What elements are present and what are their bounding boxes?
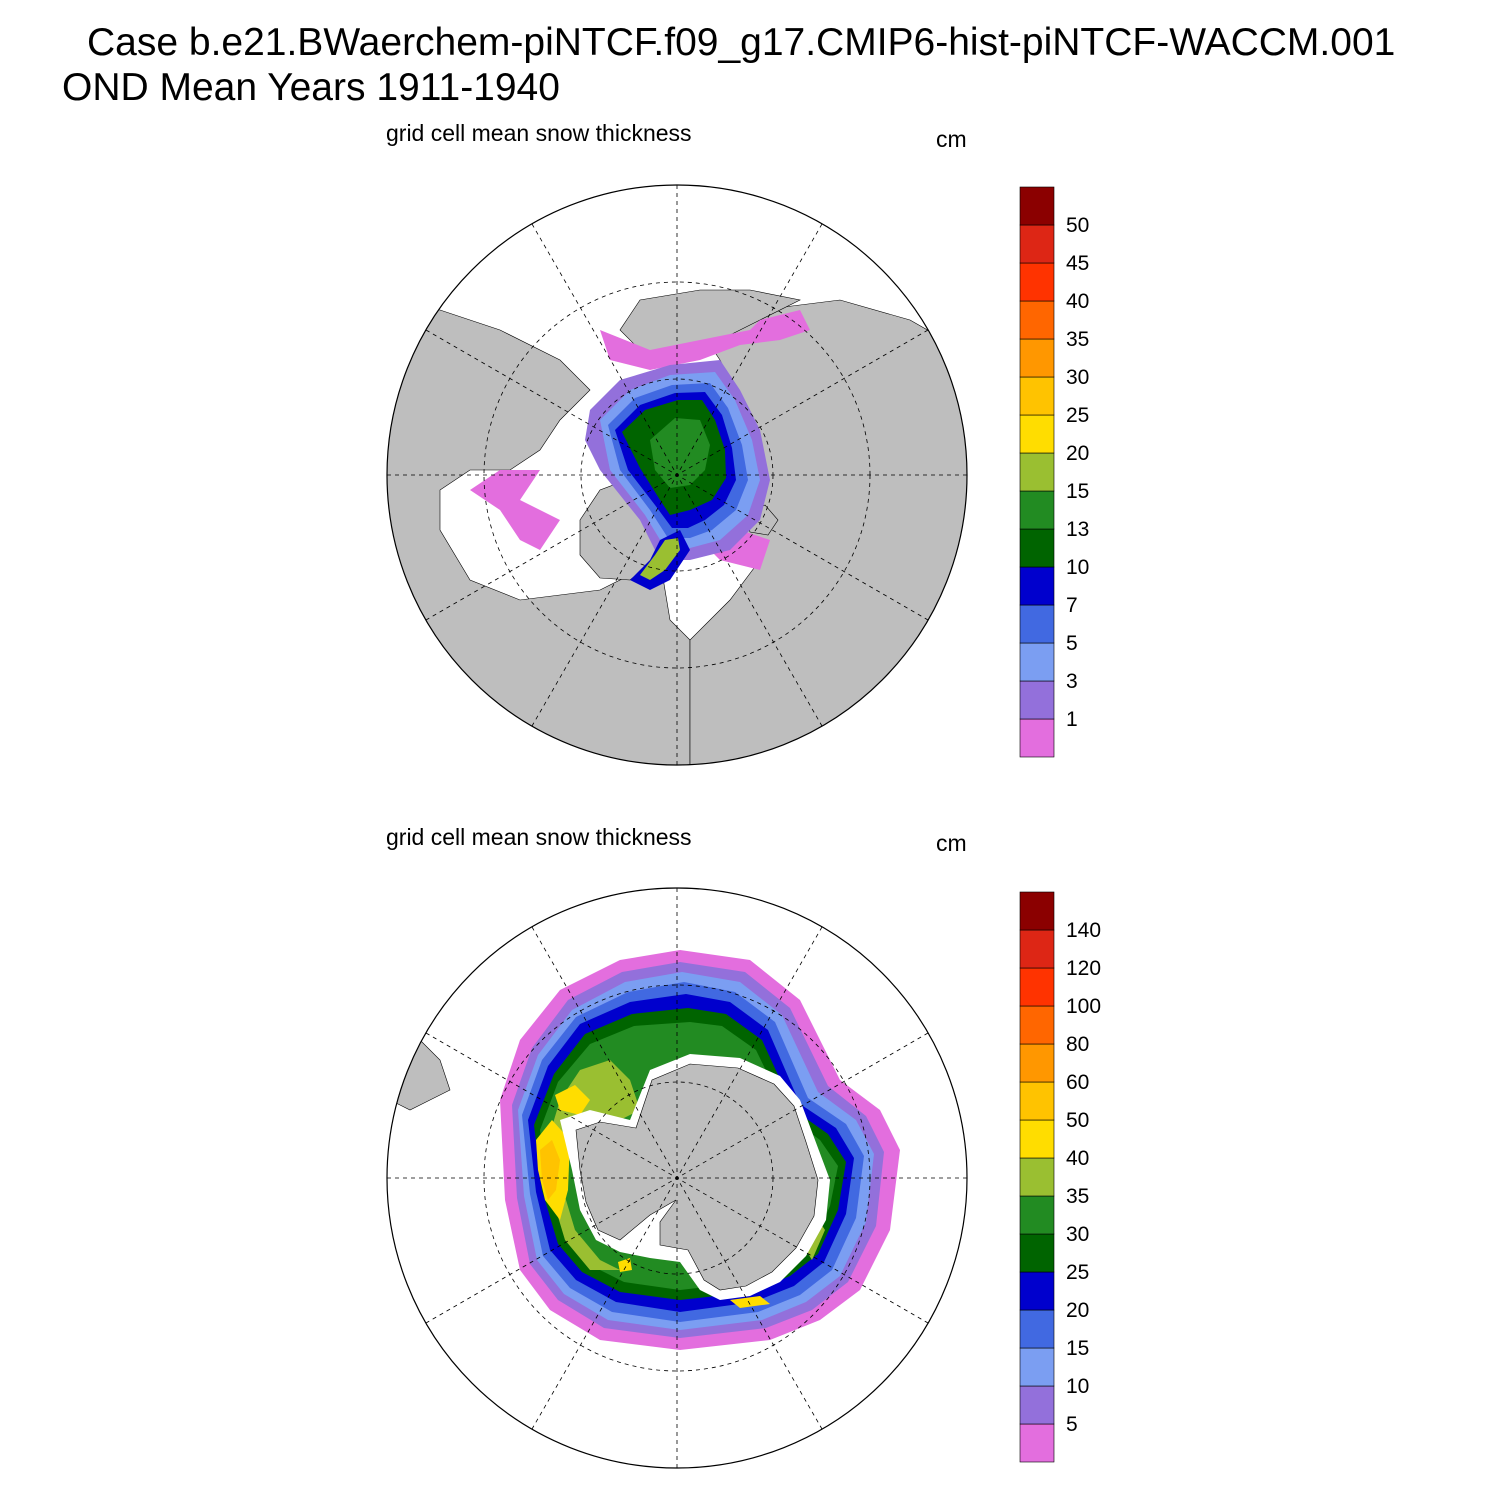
antarctic-units-label: cm — [936, 830, 967, 856]
antarctic-colorbar-label: 20 — [1066, 1299, 1089, 1322]
antarctic-colorbar-label: 5 — [1066, 1413, 1078, 1436]
arctic-colorbar-label: 50 — [1066, 214, 1089, 237]
arctic-colorbar-label: 30 — [1066, 366, 1089, 389]
arctic-colorbar-box — [1019, 186, 1055, 226]
arctic-colorbar-label: 10 — [1066, 556, 1089, 579]
antarctic-colorbar-label: 100 — [1066, 995, 1101, 1018]
arctic-colorbar-label: 35 — [1066, 328, 1089, 351]
arctic-colorbar-label: 7 — [1066, 594, 1078, 617]
antarctic-colorbar-box — [1019, 1271, 1055, 1311]
antarctic-colorbar-label: 25 — [1066, 1261, 1089, 1284]
arctic-units-label: cm — [936, 126, 967, 152]
arctic-colorbar-label: 40 — [1066, 290, 1089, 313]
antarctic-colorbar-label: 10 — [1066, 1375, 1089, 1398]
arctic-colorbar-box — [1019, 642, 1055, 682]
antarctic-snow-band-13 — [730, 1296, 770, 1308]
antarctic-colorbar-label: 15 — [1066, 1337, 1089, 1360]
antarctic-colorbar-label: 80 — [1066, 1033, 1089, 1056]
antarctic-colorbar-box — [1019, 1385, 1055, 1425]
arctic-map-border — [386, 184, 968, 766]
antarctic-colorbar-box — [1019, 1157, 1055, 1197]
arctic-colorbar-label: 25 — [1066, 404, 1089, 427]
antarctic-colorbar-label: 50 — [1066, 1109, 1089, 1132]
arctic-colorbar-box — [1019, 718, 1055, 758]
arctic-colorbar-box — [1019, 604, 1055, 644]
arctic-colorbar-box — [1019, 224, 1055, 264]
arctic-polar-map — [386, 184, 968, 766]
arctic-colorbar-label: 15 — [1066, 480, 1089, 503]
antarctic-colorbar-label: 60 — [1066, 1071, 1089, 1094]
arctic-snow-band-11 — [640, 538, 680, 580]
arctic-colorbar-label: 1 — [1066, 708, 1078, 731]
antarctic-map-border — [386, 887, 968, 1469]
arctic-snow-band-2 — [600, 310, 810, 370]
antarctic-colorbar-label: 30 — [1066, 1223, 1089, 1246]
arctic-colorbar-box — [1019, 680, 1055, 720]
antarctic-snow-band-10 — [540, 1140, 560, 1200]
antarctic-colorbar-box — [1019, 1233, 1055, 1273]
arctic-colorbar-box — [1019, 528, 1055, 568]
antarctic-colorbar-box — [1019, 1081, 1055, 1121]
antarctic-colorbar-box — [1019, 1195, 1055, 1235]
antarctic-colorbar: 5 10 15 20 25 30 35 40 50 60 80 100 120 140 — [1019, 891, 1101, 1463]
antarctic-graticule — [387, 888, 967, 1468]
antarctic-colorbar-label: 140 — [1066, 919, 1101, 942]
arctic-variable-label: grid cell mean snow thickness — [386, 120, 692, 146]
antarctic-colorbar-box — [1019, 967, 1055, 1007]
antarctic-colorbar-box — [1019, 891, 1055, 931]
arctic-colorbar-label: 3 — [1066, 670, 1078, 693]
antarctic-colorbar-label: 120 — [1066, 957, 1101, 980]
antarctic-colorbar-box — [1019, 1347, 1055, 1387]
antarctic-colorbar-box — [1019, 929, 1055, 969]
antarctic-colorbar-box — [1019, 1043, 1055, 1083]
antarctic-colorbar-box — [1019, 1119, 1055, 1159]
arctic-colorbar-box — [1019, 414, 1055, 454]
arctic-colorbar-box — [1019, 452, 1055, 492]
arctic-snow-band-1 — [470, 470, 560, 550]
arctic-colorbar-label: 13 — [1066, 518, 1089, 541]
antarctic-colorbar-box — [1019, 1423, 1055, 1463]
antarctic-colorbar-label: 40 — [1066, 1147, 1089, 1170]
antarctica-land — [575, 1063, 819, 1291]
antarctic-polar-map — [386, 887, 968, 1469]
antarctic-colorbar-label: 35 — [1066, 1185, 1089, 1208]
arctic-snow-band-9 — [650, 418, 710, 488]
arctic-colorbar-box — [1019, 566, 1055, 606]
arctic-colorbar-box — [1019, 490, 1055, 530]
arctic-colorbar-box — [1019, 338, 1055, 378]
arctic-colorbar-box — [1019, 376, 1055, 416]
arctic-graticule — [387, 185, 967, 765]
arctic-colorbar-label: 20 — [1066, 442, 1089, 465]
figure-title-line2: OND Mean Years 1911-1940 — [62, 66, 560, 109]
arctic-colorbar-box — [1019, 300, 1055, 340]
antarctic-snow-band-11 — [555, 1085, 590, 1115]
antarctic-colorbar-box — [1019, 1309, 1055, 1349]
antarctic-colorbar-box — [1019, 1005, 1055, 1045]
figure-title-line1: Case b.e21.BWaerchem-piNTCF.f09_g17.CMIP… — [87, 21, 1396, 64]
arctic-colorbar-box — [1019, 262, 1055, 302]
arctic-colorbar-label: 5 — [1066, 632, 1078, 655]
antarctic-variable-label: grid cell mean snow thickness — [386, 824, 692, 850]
arctic-colorbar-label: 45 — [1066, 252, 1089, 275]
